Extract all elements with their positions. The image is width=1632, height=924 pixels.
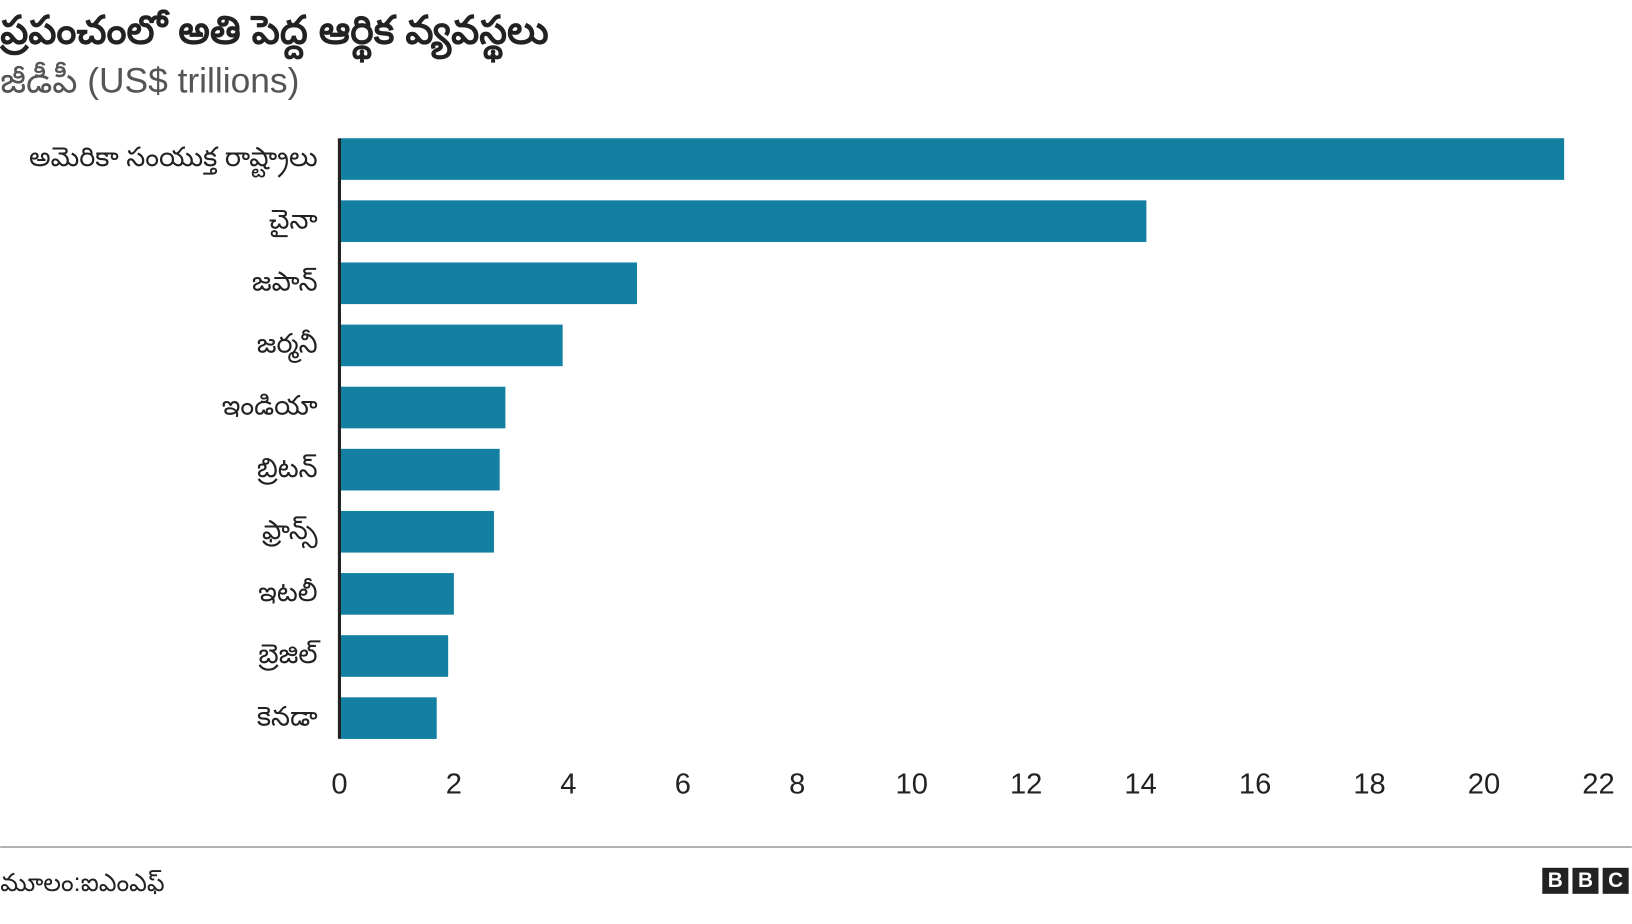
x-tick-label: 0 — [331, 768, 347, 800]
chart-subtitle: జీడీపీ (US$ trillions) — [0, 62, 299, 101]
logo-letter: B — [1548, 869, 1563, 892]
y-tick-label: చైనా — [269, 204, 318, 237]
source: మూలం:ఐఎంఎఫ్ — [0, 869, 164, 897]
y-tick-label: కెనడా — [257, 701, 318, 731]
y-tick-label: బ్రెజిల్ — [258, 639, 322, 671]
bar — [339, 324, 563, 367]
bar — [339, 262, 638, 305]
bar — [339, 138, 1565, 180]
x-tick-label: 16 — [1239, 768, 1271, 800]
y-tick-label: అమెరికా సంయుక్త రాష్ట్రాలు — [29, 142, 318, 178]
x-tick-label: 8 — [789, 768, 805, 800]
x-tick-label: 18 — [1353, 768, 1385, 800]
bar — [339, 635, 449, 677]
y-tick-label: ఇటలీ — [258, 577, 317, 607]
bar — [339, 386, 506, 429]
x-tick-label: 2 — [446, 768, 462, 800]
logo-letter: B — [1578, 869, 1593, 892]
logo-box — [1602, 867, 1629, 894]
x-tick-label: 4 — [560, 768, 576, 800]
x-tick-label: 12 — [1010, 768, 1042, 800]
logo-box — [1572, 867, 1599, 894]
bar — [339, 448, 500, 491]
y-tick-label: బ్రిటన్ — [257, 453, 318, 485]
x-tick-label: 14 — [1124, 768, 1156, 800]
bar — [339, 510, 494, 553]
bar — [339, 697, 437, 739]
logo-box — [1542, 867, 1569, 894]
logo-letter: C — [1608, 869, 1623, 892]
y-tick-label: ఇండియా — [222, 391, 318, 421]
x-tick-label: 10 — [896, 768, 928, 800]
bar — [339, 573, 454, 615]
x-tick-label: 6 — [675, 768, 691, 800]
bar — [339, 200, 1147, 242]
y-tick-label: జపాన్ — [252, 266, 318, 296]
x-tick-label: 20 — [1468, 768, 1500, 800]
x-tick-label: 22 — [1582, 768, 1614, 800]
y-tick-label: జర్మనీ — [257, 329, 318, 364]
y-tick-label: ఫ్రాన్స్ — [261, 515, 317, 549]
chart-title: ప్రపంచంలో అతి పెద్ద ఆర్థిక వ్యవస్థలు — [0, 9, 549, 64]
